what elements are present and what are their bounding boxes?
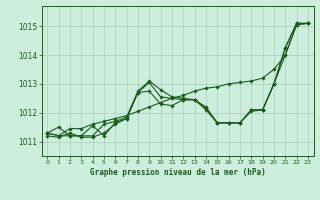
X-axis label: Graphe pression niveau de la mer (hPa): Graphe pression niveau de la mer (hPa)	[90, 168, 266, 177]
